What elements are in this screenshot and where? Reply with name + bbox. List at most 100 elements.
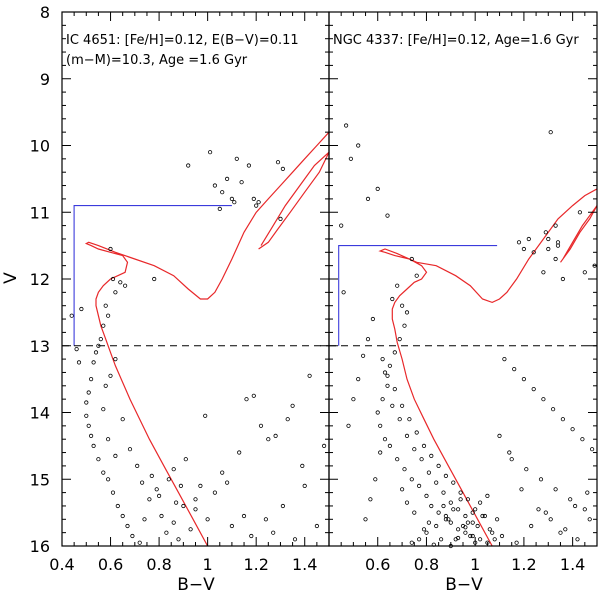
x-tick-label: 1 — [203, 555, 213, 574]
data-point — [553, 487, 558, 492]
data-point — [69, 313, 74, 318]
data-point — [541, 397, 546, 402]
data-point — [421, 527, 427, 532]
data-point — [426, 520, 431, 525]
data-point — [438, 537, 444, 542]
data-point — [106, 437, 111, 442]
data-point — [307, 373, 312, 378]
panel-ngc4337: 0.6 0.8 1 1.2 1.4 NGC 4337: [Fe/H]=0.12, Age… — [328, 11, 598, 574]
data-point — [234, 156, 239, 161]
data-point — [560, 276, 566, 282]
data-point — [458, 490, 463, 495]
data-point — [580, 437, 585, 442]
y-tick-label: 9 — [40, 70, 50, 89]
data-point — [370, 316, 375, 322]
data-point — [115, 503, 120, 509]
data-point — [86, 390, 91, 395]
frame-ic4651 — [61, 11, 330, 547]
data-point — [84, 413, 89, 418]
data-point — [380, 356, 385, 362]
data-point — [395, 283, 400, 288]
data-point — [589, 447, 595, 452]
data-point — [455, 527, 461, 532]
data-point — [548, 517, 553, 522]
data-point — [463, 513, 468, 519]
data-point — [382, 437, 388, 442]
y-tick-label: 10 — [30, 137, 50, 156]
data-point — [86, 423, 91, 428]
data-point — [249, 533, 254, 539]
data-point — [203, 413, 208, 418]
data-point — [404, 433, 410, 438]
data-point — [127, 447, 133, 452]
data-point — [130, 533, 135, 539]
data-point — [220, 470, 225, 475]
data-point — [455, 535, 461, 541]
data-point — [492, 537, 497, 542]
data-point — [392, 350, 397, 355]
data-point — [560, 417, 566, 422]
data-point — [538, 477, 544, 482]
data-point — [365, 336, 371, 342]
x-tick-label: 0.4 — [49, 555, 74, 574]
selection-box-line-ic4651 — [73, 205, 232, 346]
data-point — [424, 530, 429, 535]
data-point — [470, 520, 475, 525]
data-point — [507, 450, 512, 455]
data-point — [570, 427, 575, 432]
data-point — [404, 500, 410, 505]
data-point — [536, 507, 541, 512]
data-point — [378, 450, 383, 455]
data-point — [368, 497, 373, 502]
data-point — [375, 186, 380, 191]
data-point — [380, 397, 385, 402]
data-point — [529, 523, 534, 529]
data-point — [237, 450, 242, 455]
isochrone-ic4651 — [84, 131, 329, 546]
data-point — [101, 323, 106, 328]
data-point — [314, 523, 319, 529]
data-point — [399, 403, 405, 408]
data-point — [375, 410, 380, 415]
data-point — [106, 477, 111, 482]
data-point — [416, 483, 422, 488]
data-point — [477, 537, 483, 542]
isochrone-branch-ic4651 — [258, 151, 329, 250]
data-point — [451, 507, 456, 512]
data-point — [458, 497, 463, 502]
data-point — [176, 537, 181, 542]
data-point — [89, 433, 94, 438]
data-point — [512, 366, 517, 372]
data-point — [546, 236, 551, 242]
data-point — [550, 407, 556, 412]
data-point — [348, 156, 353, 161]
data-point — [577, 210, 583, 215]
data-point — [399, 303, 405, 308]
data-point — [113, 290, 118, 295]
data-point — [254, 203, 259, 208]
data-point — [280, 503, 285, 509]
data-point — [446, 517, 451, 522]
data-point — [390, 296, 395, 302]
axes-ngc4337: 0.6 0.8 1 1.2 1.4 — [328, 11, 598, 574]
data-point — [409, 540, 414, 545]
data-point — [434, 523, 439, 529]
data-point — [390, 403, 395, 408]
data-point — [441, 490, 446, 495]
data-point — [280, 166, 285, 171]
data-point — [543, 230, 548, 235]
isochrone-branch-ngc4337 — [560, 205, 597, 263]
data-point — [426, 470, 431, 475]
data-point — [193, 507, 198, 512]
data-point — [79, 306, 84, 312]
data-point — [397, 417, 402, 422]
data-point — [123, 283, 128, 288]
data-point — [531, 250, 536, 255]
data-point — [103, 383, 108, 388]
data-point — [137, 540, 142, 545]
data-point — [385, 213, 390, 218]
data-point — [154, 487, 159, 492]
data-point — [356, 376, 361, 382]
points-ic4651 — [69, 150, 327, 545]
